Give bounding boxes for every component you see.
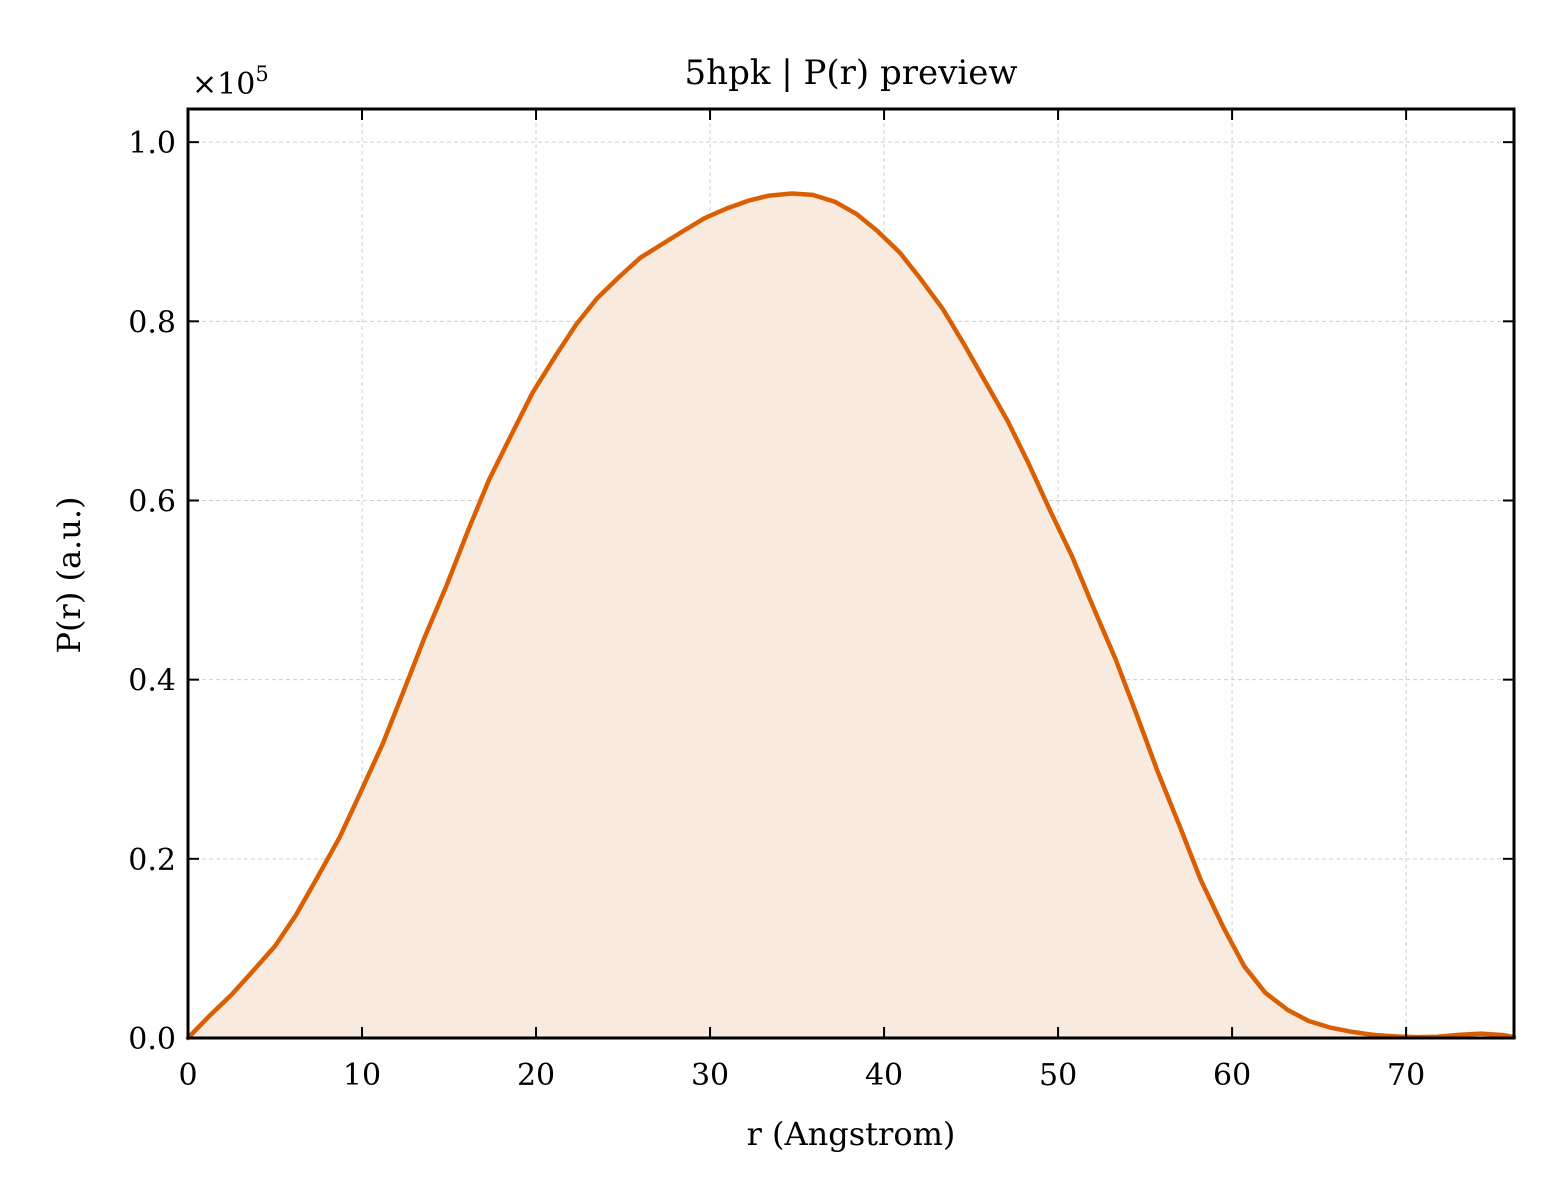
- x-tick-label: 50: [1039, 1058, 1077, 1093]
- y-tick-label: 0.2: [128, 843, 176, 878]
- area-fill: [188, 193, 1514, 1038]
- x-tick-label: 0: [178, 1058, 197, 1093]
- ticks: 0 10 20 30 40 50 60 70 0.0 0.2 0.4 0.6 0.8 1.0: [128, 109, 1514, 1093]
- y-tick-label: 0.0: [128, 1022, 176, 1057]
- series-line: [185, 191, 1517, 1041]
- y-axis-label: P(r) (a.u.): [50, 497, 88, 654]
- y-tick-label: 0.4: [128, 664, 176, 699]
- y-multiplier: ×105: [192, 62, 269, 102]
- x-axis-label: r (Angstrom): [747, 1115, 956, 1153]
- plot-frame: [186, 107, 1516, 1040]
- x-tick-label: 60: [1213, 1058, 1251, 1093]
- y-tick-label: 0.8: [128, 305, 176, 340]
- y-tick-label: 0.6: [128, 484, 176, 519]
- chart-title: 5hpk | P(r) preview: [685, 53, 1018, 93]
- x-tick-label: 70: [1387, 1058, 1425, 1093]
- y-multiplier-exponent: 5: [255, 62, 268, 86]
- x-tick-label: 40: [865, 1058, 903, 1093]
- x-tick-label: 10: [343, 1058, 381, 1093]
- x-tick-label: 30: [691, 1058, 729, 1093]
- y-tick-label: 1.0: [128, 126, 176, 161]
- y-multiplier-base: ×10: [192, 67, 255, 102]
- x-tick-label: 20: [517, 1058, 555, 1093]
